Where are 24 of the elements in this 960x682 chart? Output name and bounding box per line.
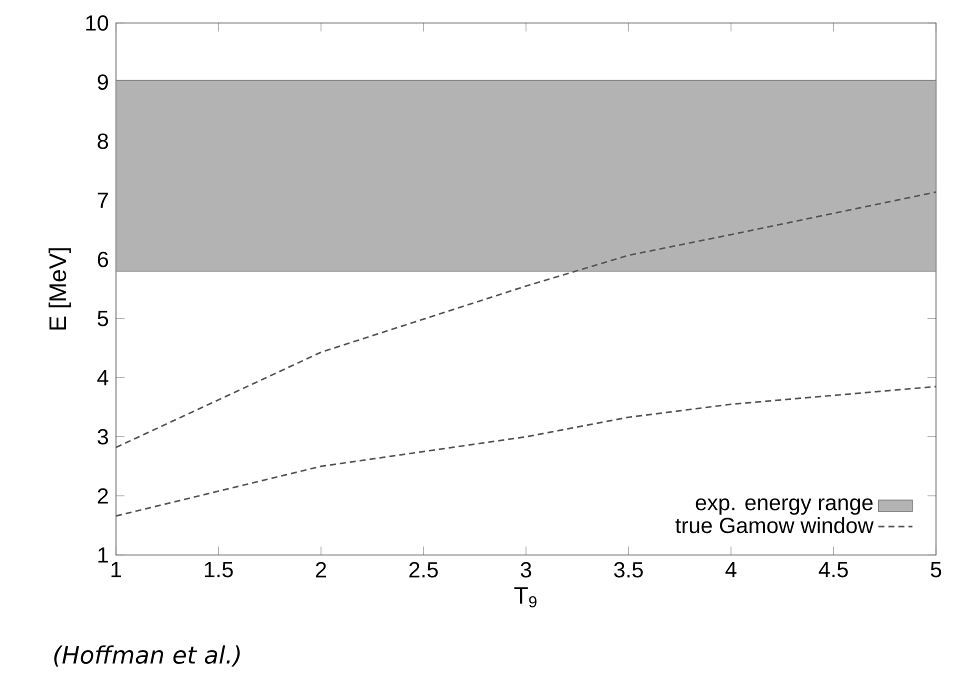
y-tick-label: 9 <box>98 74 108 90</box>
y-tick-label: 4 <box>97 370 108 386</box>
y-axis-title: E [MeV] <box>48 248 71 330</box>
x-tick-label: 3.5 <box>614 562 643 578</box>
legend-label: true Gamow window <box>675 517 874 534</box>
legend-label: exp. energy range <box>696 498 873 515</box>
x-tick-label: 4 <box>725 562 736 578</box>
x-tick-label: 3 <box>520 562 532 578</box>
x-tick-label: 4.5 <box>818 562 848 578</box>
y-tick-label: 5 <box>98 310 108 326</box>
x-tick-label: 1 <box>112 562 122 578</box>
x-tick-label: 2 <box>316 562 326 578</box>
y-tick-label: 8 <box>98 133 108 149</box>
y-tick-label: 7 <box>98 192 108 208</box>
x-tick-label: 2.5 <box>409 562 438 578</box>
y-tick-label: 2 <box>98 488 108 504</box>
y-tick-label: 1 <box>98 547 108 563</box>
y-tick-label: 6 <box>98 252 108 268</box>
x-axis-title: T$_{9}$ <box>514 587 536 608</box>
y-tick-label: 3 <box>98 429 108 445</box>
x-tick-label: 1.5 <box>204 562 233 578</box>
text: (Hoffman et al.) <box>54 645 240 667</box>
x-tick-label: 5 <box>930 562 942 578</box>
y-tick-label: 10 <box>86 15 108 31</box>
